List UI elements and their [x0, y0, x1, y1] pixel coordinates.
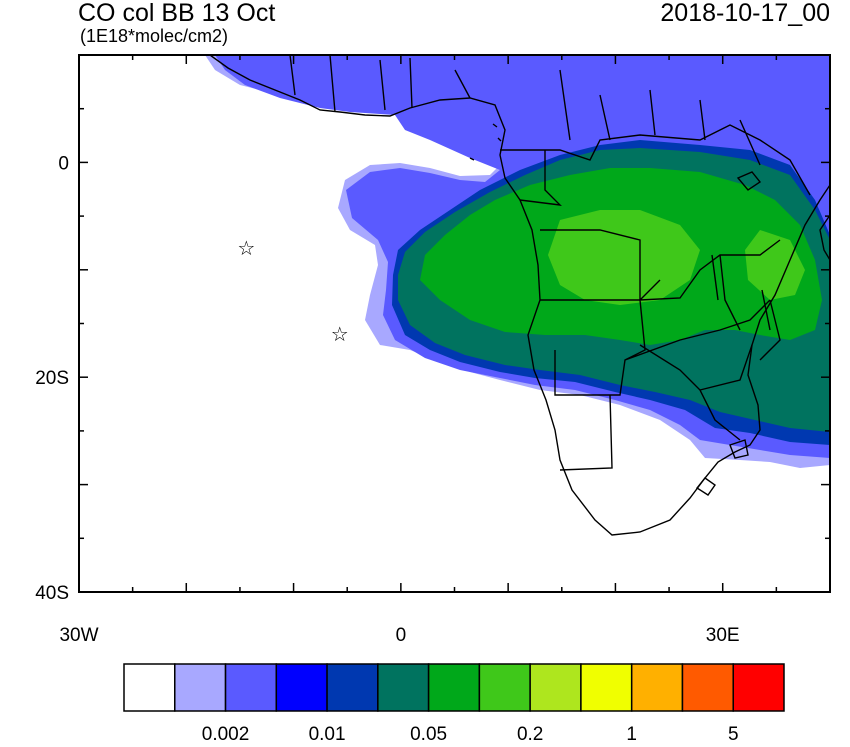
lat-tick-label: 40S: [35, 583, 69, 604]
co-contour-5-east: [745, 230, 805, 300]
madagascar-outline: [819, 213, 830, 262]
colorbar-swatch: [377, 663, 430, 712]
marker-group: ☆☆: [237, 236, 348, 346]
colorbar-label: 1: [626, 724, 637, 745]
colorbar-label: 5: [728, 724, 739, 745]
colorbar-swatch: [123, 663, 176, 712]
lake-tanganyika: [711, 254, 719, 301]
co-contour-5: [548, 210, 700, 305]
map-title: CO col BB 13 Oct: [78, 0, 276, 27]
colorbar-swatch: [630, 663, 684, 712]
colorbar-swatch: [478, 663, 531, 712]
colorbar-swatch: [580, 663, 633, 712]
lon-tick-label: 0: [396, 625, 407, 646]
colorbar-swatch: [529, 663, 582, 712]
country-borders: [289, 55, 811, 496]
colorbar-swatch: [275, 663, 328, 712]
lon-tick-group: 30W 0 30E: [59, 55, 831, 646]
colorbar-swatch: [224, 663, 278, 712]
lat-tick-label: 20S: [35, 368, 69, 389]
star-marker-1: ☆: [237, 236, 255, 260]
colorbar-label: 0.01: [309, 724, 346, 745]
gulf-islands: [469, 123, 502, 161]
lake-malawi: [761, 289, 771, 331]
co-field: [205, 55, 830, 468]
colorbar-swatch: [427, 663, 481, 712]
africa-coastline: [209, 55, 830, 536]
colorbar-swatch: [732, 663, 785, 712]
lon-tick-label: 30W: [59, 625, 98, 646]
colorbar-label: 0.05: [410, 724, 447, 745]
colorbar-swatch: [326, 663, 379, 712]
lon-tick-label: 30E: [706, 625, 740, 646]
units-label: (1E18*molec/cm2): [80, 26, 229, 46]
colorbar-label: 0.2: [517, 724, 543, 745]
colorbar-label: 0.002: [202, 724, 250, 745]
lat-tick-group: 0 20S 40S: [35, 54, 830, 604]
colorbar-swatch: [681, 663, 734, 712]
star-marker-2: ☆: [331, 322, 349, 346]
lake-victoria: [736, 171, 762, 191]
colorbar: 0.002 0.01 0.05 0.2 1 5: [123, 663, 785, 745]
colorbar-swatch: [174, 663, 227, 712]
lat-tick-label: 0: [58, 153, 69, 174]
coastlines: [209, 55, 830, 536]
datetime-label: 2018-10-17_00: [660, 0, 830, 27]
